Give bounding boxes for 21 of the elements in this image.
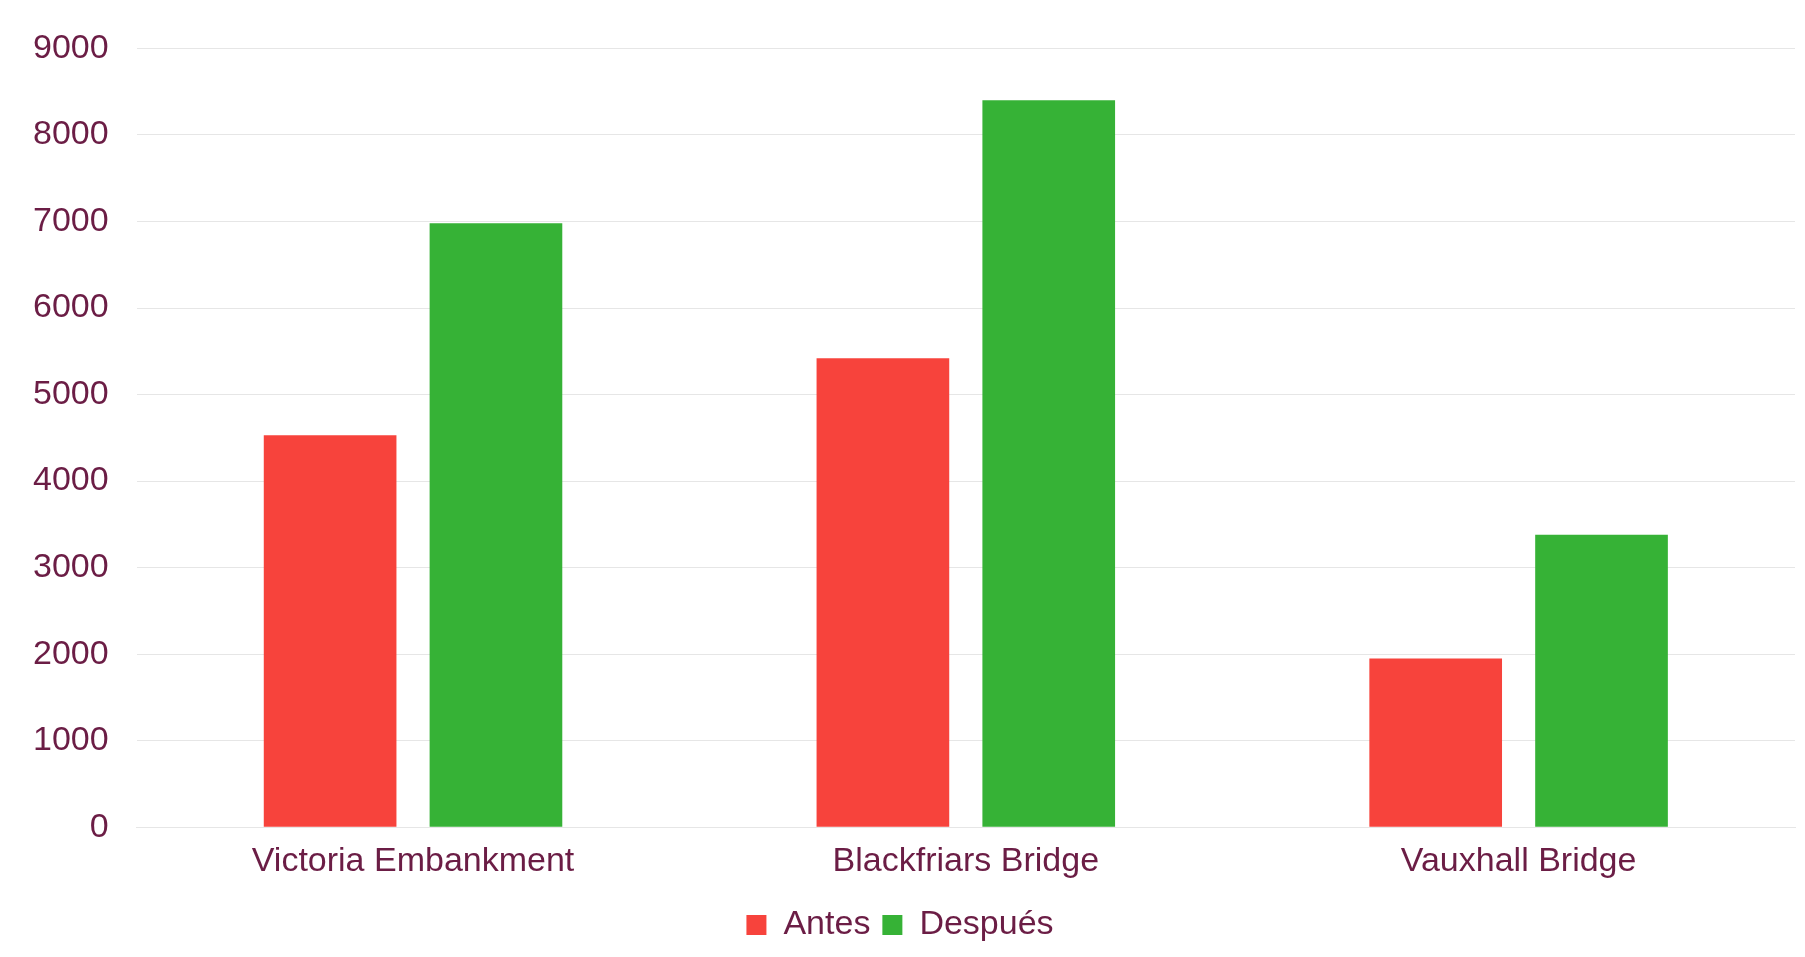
bar: [263, 435, 397, 827]
x-tick-label: Vauxhall Bridge: [1400, 839, 1637, 878]
x-tick-label: Victoria Embankment: [251, 839, 575, 878]
y-tick-label: 7000: [33, 199, 109, 238]
y-tick-label: 3000: [33, 545, 109, 584]
y-tick-label: 9000: [33, 26, 109, 65]
bar: [982, 100, 1116, 827]
y-tick-label: 4000: [33, 459, 109, 498]
y-tick-label: 1000: [33, 719, 109, 758]
x-tick-label: Blackfriars Bridge: [832, 839, 1100, 878]
bar: [429, 223, 563, 827]
y-tick-label: 2000: [33, 632, 109, 671]
legend-label: Antes: [783, 903, 871, 942]
y-tick-label: 5000: [33, 372, 109, 411]
legend-label: Después: [919, 903, 1054, 942]
y-tick-label: 8000: [33, 113, 109, 152]
y-tick-label: 6000: [33, 286, 109, 325]
bar: [1369, 658, 1503, 827]
y-tick-label: 0: [89, 805, 109, 844]
bar: [816, 358, 950, 827]
bar: [1535, 534, 1668, 827]
